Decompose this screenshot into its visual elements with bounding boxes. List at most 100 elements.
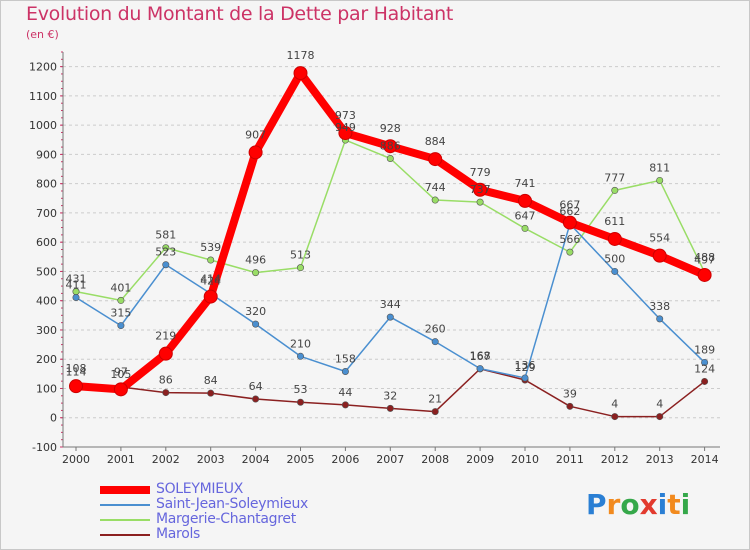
data-point	[428, 152, 443, 167]
data-label: 4	[656, 398, 663, 411]
data-point	[652, 248, 667, 263]
legend-label: SOLEYMIEUX	[156, 481, 243, 497]
logo-letter: r	[606, 488, 621, 521]
data-label: 39	[563, 387, 577, 400]
data-point	[611, 413, 619, 421]
data-label: 779	[470, 166, 491, 179]
data-point	[476, 365, 484, 373]
data-label: 4	[611, 398, 618, 411]
data-point	[296, 398, 304, 406]
data-label: 949	[335, 121, 356, 134]
data-label: 338	[649, 300, 670, 313]
data-label: 737	[470, 183, 491, 196]
data-label: 741	[515, 177, 536, 190]
data-labels: 108 97 219 414 907 1178 973 928 884 779 741 667 611 5…	[66, 49, 716, 411]
data-label: 497	[694, 253, 715, 266]
data-point	[248, 145, 263, 160]
y-tick-label: 700	[36, 207, 57, 220]
logo-letter: i	[657, 488, 668, 521]
data-point	[701, 377, 709, 385]
data-point	[473, 182, 488, 197]
data-label: 344	[380, 298, 401, 311]
data-label: 431	[66, 273, 87, 286]
data-point	[296, 352, 304, 360]
data-label: 611	[604, 215, 625, 228]
y-tick-label: 1100	[29, 90, 57, 103]
x-tick-label: 2000	[62, 453, 90, 466]
data-label: 158	[335, 353, 356, 366]
y-tick-label: 600	[36, 236, 57, 249]
data-point	[697, 267, 712, 282]
data-point	[341, 401, 349, 409]
y-tick-label: 0	[50, 412, 57, 425]
legend-swatch	[100, 486, 150, 494]
data-label: 44	[338, 386, 352, 399]
data-label: 411	[66, 278, 87, 291]
legend-swatch	[100, 504, 150, 506]
data-point	[69, 379, 83, 394]
data-point	[656, 315, 664, 323]
data-label: 105	[110, 368, 131, 381]
data-point	[431, 196, 439, 204]
logo-letter: t	[667, 488, 681, 521]
data-label: 928	[380, 122, 401, 135]
x-tick-label: 2004	[242, 453, 270, 466]
data-label: 777	[604, 171, 625, 184]
y-tick-label: 100	[36, 382, 57, 395]
legend-swatch	[100, 519, 150, 521]
data-point	[611, 186, 619, 194]
data-point	[338, 126, 353, 141]
data-point	[162, 244, 170, 252]
data-point	[521, 224, 529, 232]
x-tick-label: 2008	[421, 453, 449, 466]
data-point	[701, 358, 709, 366]
x-tick-label: 2014	[691, 453, 719, 466]
data-label: 86	[159, 374, 173, 387]
data-label: 219	[155, 330, 176, 343]
data-point	[117, 296, 125, 304]
data-point	[562, 215, 577, 230]
data-label: 64	[249, 380, 263, 393]
data-label: 886	[380, 140, 401, 153]
logo-letter: o	[620, 488, 640, 521]
data-label: 129	[515, 361, 536, 374]
data-point	[386, 155, 394, 163]
data-label: 136	[515, 359, 536, 372]
data-label: 523	[155, 246, 176, 259]
data-point	[207, 256, 215, 264]
x-tick-label: 2005	[287, 453, 315, 466]
data-point	[341, 368, 349, 376]
data-label: 1178	[287, 49, 315, 62]
data-label: 124	[694, 362, 715, 375]
data-label: 53	[294, 383, 308, 396]
data-label: 167	[470, 350, 491, 363]
data-point	[252, 320, 260, 328]
data-label: 84	[204, 374, 218, 387]
data-label: 496	[245, 254, 266, 267]
x-tick-label: 2003	[197, 453, 225, 466]
logo-letter: x	[639, 488, 658, 521]
data-point	[386, 404, 394, 412]
data-label: 401	[110, 281, 131, 294]
data-point	[296, 264, 304, 272]
data-point	[656, 413, 664, 421]
y-tick-label: 800	[36, 178, 57, 191]
data-point	[611, 267, 619, 275]
x-tick-label: 2007	[376, 453, 404, 466]
y-tick-label: 200	[36, 353, 57, 366]
y-tick-label: 1200	[29, 61, 57, 74]
data-label: 32	[383, 389, 397, 402]
y-tick-label: 500	[36, 265, 57, 278]
data-label: 554	[649, 232, 670, 245]
data-label: 973	[335, 109, 356, 122]
logo-letter: P	[586, 488, 607, 521]
data-point	[203, 289, 218, 304]
y-tick-label: 300	[36, 324, 57, 337]
data-point	[383, 139, 398, 154]
data-point	[431, 338, 439, 346]
data-point	[162, 261, 170, 269]
data-point	[158, 346, 173, 361]
data-point	[162, 389, 170, 397]
data-label: 108	[66, 362, 87, 375]
data-label: 315	[110, 307, 131, 320]
